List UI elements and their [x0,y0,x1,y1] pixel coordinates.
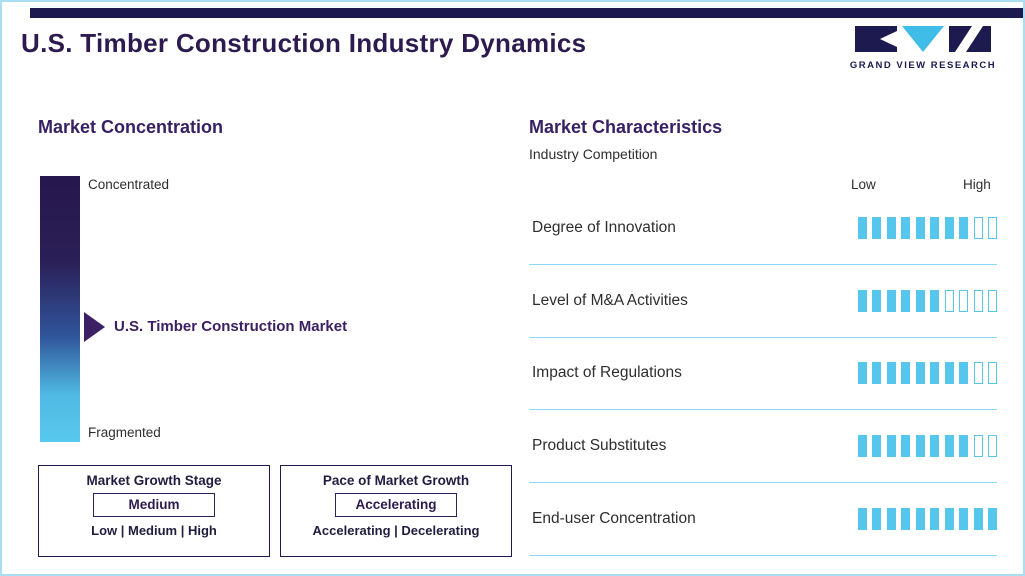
rating-segment-empty [988,289,997,312]
rating-segment-filled [901,289,910,312]
rating-segment-filled [915,362,925,385]
rating-segment-filled [930,435,939,458]
rating-segment-filled [886,362,896,385]
rating-segment-filled [930,289,939,312]
market-growth-stage-box: Market Growth Stage Medium Low | Medium … [38,465,270,557]
rating-segment-filled [988,508,997,531]
market-position-arrow-icon [84,312,105,342]
rating-segment-filled [915,216,925,239]
top-accent-bar [30,8,1023,18]
characteristic-row-enduser: End-user Concentration [529,483,997,556]
rating-segment-filled [872,289,881,312]
scale-low-label: Low [851,177,876,192]
rating-segment-filled [857,362,867,385]
growth-stage-options: Low | Medium | High [91,523,217,538]
fragmented-label: Fragmented [88,425,161,440]
gvr-logo-mark [855,26,991,52]
rating-segment-filled [930,362,939,385]
rating-segment-filled [930,216,939,239]
rating-segment-empty [973,435,983,458]
characteristics-list: Degree of Innovation Level of M&A Activi… [529,192,997,556]
rating-segment-empty [988,362,997,385]
rating-segments [857,362,997,385]
rating-segment-empty [944,289,954,312]
rating-segment-filled [872,362,881,385]
pace-of-growth-box: Pace of Market Growth Accelerating Accel… [280,465,512,557]
rating-segment-filled [886,216,896,239]
rating-segment-filled [901,435,910,458]
rating-segment-filled [944,508,954,531]
rating-segment-filled [857,289,867,312]
market-characteristics-heading: Market Characteristics [529,117,723,137]
rating-segment-filled [886,508,896,531]
rating-segment-filled [872,216,881,239]
characteristic-label: Degree of Innovation [532,218,676,236]
characteristic-label: Product Substitutes [532,437,667,455]
market-position-label: U.S. Timber Construction Market [114,318,348,335]
rating-segment-filled [857,508,867,531]
rating-segment-filled [930,508,939,531]
scale-high-label: High [963,177,991,192]
grand-view-research-logo: GRAND VIEW RESEARCH [849,25,997,71]
concentration-gradient-bar [40,176,80,442]
rating-segments [857,289,997,312]
growth-stage-value: Medium [93,493,215,517]
page-title: U.S. Timber Construction Industry Dynami… [21,28,587,58]
characteristic-label: Impact of Regulations [532,364,682,382]
rating-segments [857,216,997,239]
characteristic-label: End-user Concentration [532,510,696,528]
pace-value: Accelerating [335,493,457,517]
rating-segment-filled [915,289,925,312]
pace-options: Accelerating | Decelerating [312,523,480,538]
rating-segment-filled [973,508,983,531]
rating-segment-filled [857,435,867,458]
rating-segments [857,435,997,458]
rating-segment-filled [901,362,910,385]
logo-v-shape [902,26,944,52]
rating-segment-empty [973,362,983,385]
rating-segment-filled [872,508,881,531]
rating-segment-empty [988,216,997,239]
rating-segment-empty [988,435,997,458]
industry-competition-subtitle: Industry Competition [529,146,658,162]
characteristic-row-regulations: Impact of Regulations [529,338,997,411]
characteristic-row-innovation: Degree of Innovation [529,192,997,265]
rating-segment-filled [959,362,968,385]
logo-g-shape [855,26,897,52]
rating-segment-filled [872,435,881,458]
rating-segment-filled [944,435,954,458]
rating-segment-empty [973,216,983,239]
rating-segment-filled [959,508,968,531]
rating-segment-filled [959,435,968,458]
rating-segment-filled [886,435,896,458]
rating-segments [857,508,997,531]
concentrated-label: Concentrated [88,177,170,192]
market-concentration-heading: Market Concentration [38,117,224,137]
growth-stage-title: Market Growth Stage [86,473,222,488]
rating-segment-filled [944,216,954,239]
rating-segment-filled [915,435,925,458]
rating-segment-filled [901,508,910,531]
rating-segment-filled [886,289,896,312]
characteristic-row-ma-activities: Level of M&A Activities [529,265,997,338]
characteristic-label: Level of M&A Activities [532,291,688,309]
rating-segment-filled [944,362,954,385]
rating-segment-empty [973,289,983,312]
rating-segment-filled [915,508,925,531]
rating-segment-filled [857,216,867,239]
rating-segment-empty [959,289,968,312]
characteristic-row-substitutes: Product Substitutes [529,410,997,484]
pace-title: Pace of Market Growth [322,473,470,488]
logo-wordmark: GRAND VIEW RESEARCH [849,60,997,71]
rating-segment-filled [901,216,910,239]
rating-segment-filled [959,216,968,239]
